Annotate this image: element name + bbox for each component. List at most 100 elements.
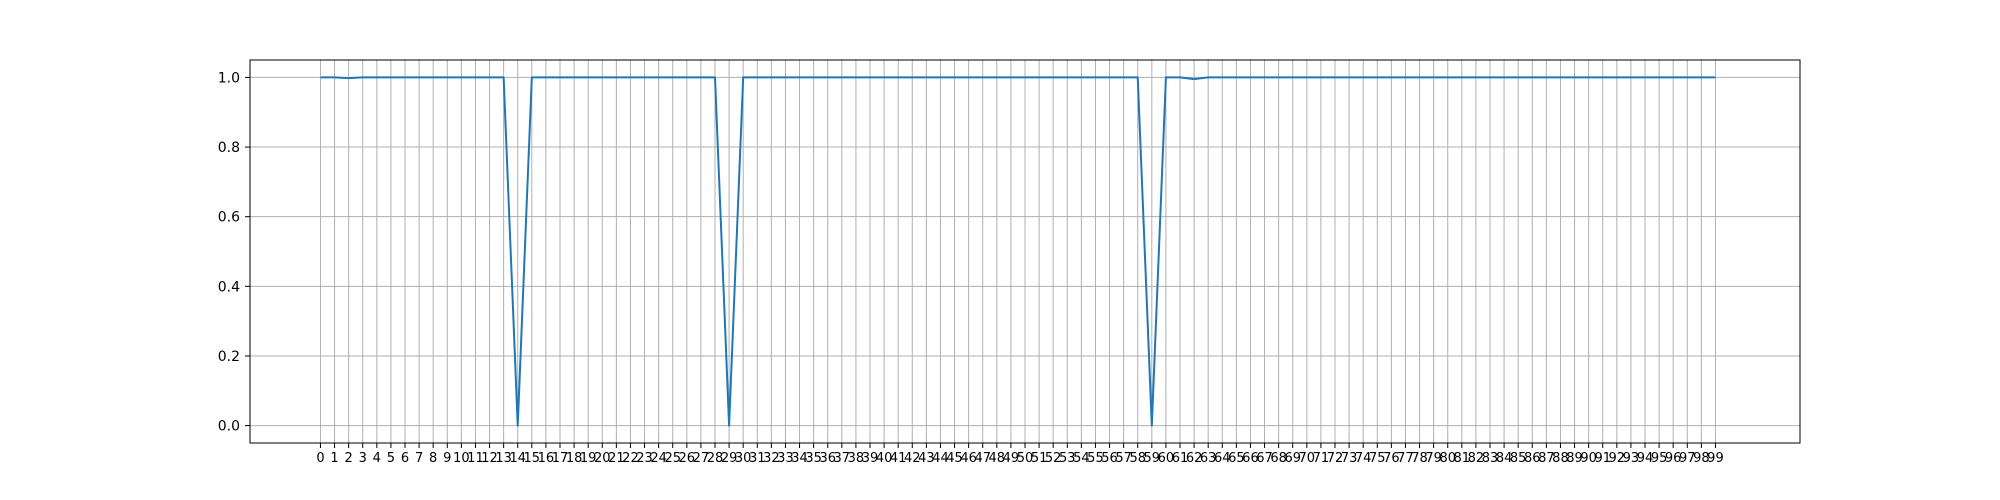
x-tick-label: 58 bbox=[1129, 451, 1146, 466]
x-tick-label: 43 bbox=[918, 451, 935, 466]
x-tick-label: 98 bbox=[1693, 451, 1710, 466]
x-tick-label: 19 bbox=[580, 451, 597, 466]
x-tick-label: 68 bbox=[1270, 451, 1287, 466]
x-tick-label: 29 bbox=[721, 451, 738, 466]
x-tick-label: 93 bbox=[1623, 451, 1640, 466]
y-axis-ticks: 0.0 0.2 0.4 0.6 0.8 1.0 bbox=[218, 70, 250, 435]
y-tick-label: 0.8 bbox=[218, 140, 240, 156]
x-tick-label: 86 bbox=[1524, 451, 1541, 466]
x-tick-label: 83 bbox=[1482, 451, 1499, 466]
x-tick-label: 8 bbox=[429, 451, 437, 466]
x-tick-label: 30 bbox=[735, 451, 752, 466]
x-tick-label: 59 bbox=[1144, 451, 1161, 466]
x-tick-label: 13 bbox=[495, 451, 512, 466]
x-tick-label: 88 bbox=[1552, 451, 1569, 466]
x-tick-label: 7 bbox=[415, 451, 423, 466]
x-tick-label: 99 bbox=[1707, 451, 1724, 466]
x-tick-label: 67 bbox=[1256, 451, 1273, 466]
x-tick-label: 66 bbox=[1242, 451, 1259, 466]
x-tick-label: 46 bbox=[960, 451, 977, 466]
x-tick-label: 92 bbox=[1609, 451, 1626, 466]
x-tick-label: 15 bbox=[524, 451, 541, 466]
x-tick-label: 56 bbox=[1101, 451, 1118, 466]
x-tick-label: 6 bbox=[401, 451, 409, 466]
x-tick-label: 16 bbox=[538, 451, 555, 466]
x-tick-label: 95 bbox=[1651, 451, 1668, 466]
x-tick-label: 74 bbox=[1355, 451, 1372, 466]
x-tick-label: 78 bbox=[1411, 451, 1428, 466]
x-tick-label: 20 bbox=[594, 451, 611, 466]
y-tick-label: 0.4 bbox=[218, 279, 240, 295]
x-tick-label: 2 bbox=[344, 451, 352, 466]
x-tick-label: 22 bbox=[622, 451, 639, 466]
x-tick-label: 35 bbox=[805, 451, 822, 466]
x-tick-label: 76 bbox=[1383, 451, 1400, 466]
x-tick-label: 26 bbox=[679, 451, 696, 466]
x-axis-ticks: 0 1 2 3 4 5 6 7 8 9 101112131415161718192021222324… bbox=[316, 443, 1724, 466]
x-tick-label: 49 bbox=[1003, 451, 1020, 466]
x-tick-label: 70 bbox=[1299, 451, 1316, 466]
x-tick-label: 75 bbox=[1369, 451, 1386, 466]
x-tick-label: 62 bbox=[1186, 451, 1203, 466]
x-tick-label: 80 bbox=[1439, 451, 1456, 466]
x-tick-label: 36 bbox=[819, 451, 836, 466]
x-tick-label: 0 bbox=[316, 451, 324, 466]
x-tick-label: 87 bbox=[1538, 451, 1555, 466]
x-tick-label: 51 bbox=[1031, 451, 1048, 466]
x-tick-label: 31 bbox=[749, 451, 766, 466]
x-tick-label: 40 bbox=[876, 451, 893, 466]
x-tick-label: 45 bbox=[946, 451, 963, 466]
x-tick-label: 91 bbox=[1594, 451, 1611, 466]
x-tick-label: 34 bbox=[791, 451, 808, 466]
x-tick-label: 38 bbox=[848, 451, 865, 466]
x-tick-label: 17 bbox=[552, 451, 569, 466]
x-tick-label: 84 bbox=[1496, 451, 1513, 466]
x-tick-label: 3 bbox=[359, 451, 367, 466]
y-tick-label: 1.0 bbox=[218, 70, 240, 86]
x-tick-label: 37 bbox=[834, 451, 851, 466]
x-tick-label: 18 bbox=[566, 451, 583, 466]
grid-layer bbox=[250, 60, 1800, 443]
x-tick-label: 90 bbox=[1580, 451, 1597, 466]
y-tick-label: 0.6 bbox=[218, 210, 240, 226]
x-tick-label: 41 bbox=[890, 451, 907, 466]
x-tick-label: 72 bbox=[1327, 451, 1344, 466]
x-tick-label: 71 bbox=[1313, 451, 1330, 466]
x-tick-label: 64 bbox=[1214, 451, 1231, 466]
x-tick-label: 4 bbox=[373, 451, 381, 466]
x-tick-label: 54 bbox=[1073, 451, 1090, 466]
y-tick-label: 0.0 bbox=[218, 419, 240, 435]
x-tick-label: 9 bbox=[443, 451, 451, 466]
x-tick-label: 14 bbox=[509, 451, 526, 466]
x-tick-label: 69 bbox=[1284, 451, 1301, 466]
x-tick-label: 32 bbox=[763, 451, 780, 466]
y-tick-label: 0.2 bbox=[218, 349, 240, 365]
x-tick-label: 96 bbox=[1665, 451, 1682, 466]
x-tick-label: 73 bbox=[1341, 451, 1358, 466]
x-tick-label: 33 bbox=[777, 451, 794, 466]
x-tick-label: 89 bbox=[1566, 451, 1583, 466]
x-tick-label: 12 bbox=[481, 451, 498, 466]
x-tick-label: 85 bbox=[1510, 451, 1527, 466]
x-tick-label: 50 bbox=[1017, 451, 1034, 466]
x-tick-label: 39 bbox=[862, 451, 879, 466]
x-tick-label: 55 bbox=[1087, 451, 1104, 466]
x-tick-label: 82 bbox=[1468, 451, 1485, 466]
x-tick-label: 10 bbox=[453, 451, 470, 466]
x-tick-label: 42 bbox=[904, 451, 921, 466]
x-tick-label: 27 bbox=[693, 451, 710, 466]
x-tick-label: 21 bbox=[608, 451, 625, 466]
x-tick-label: 28 bbox=[707, 451, 724, 466]
x-tick-label: 61 bbox=[1172, 451, 1189, 466]
x-tick-label: 25 bbox=[664, 451, 681, 466]
series-layer bbox=[320, 76, 1716, 427]
x-tick-label: 65 bbox=[1228, 451, 1245, 466]
x-tick-label: 48 bbox=[989, 451, 1006, 466]
x-tick-label: 5 bbox=[387, 451, 395, 466]
x-tick-label: 24 bbox=[650, 451, 667, 466]
x-tick-label: 1 bbox=[330, 451, 338, 466]
x-tick-label: 81 bbox=[1454, 451, 1471, 466]
x-tick-label: 53 bbox=[1059, 451, 1076, 466]
